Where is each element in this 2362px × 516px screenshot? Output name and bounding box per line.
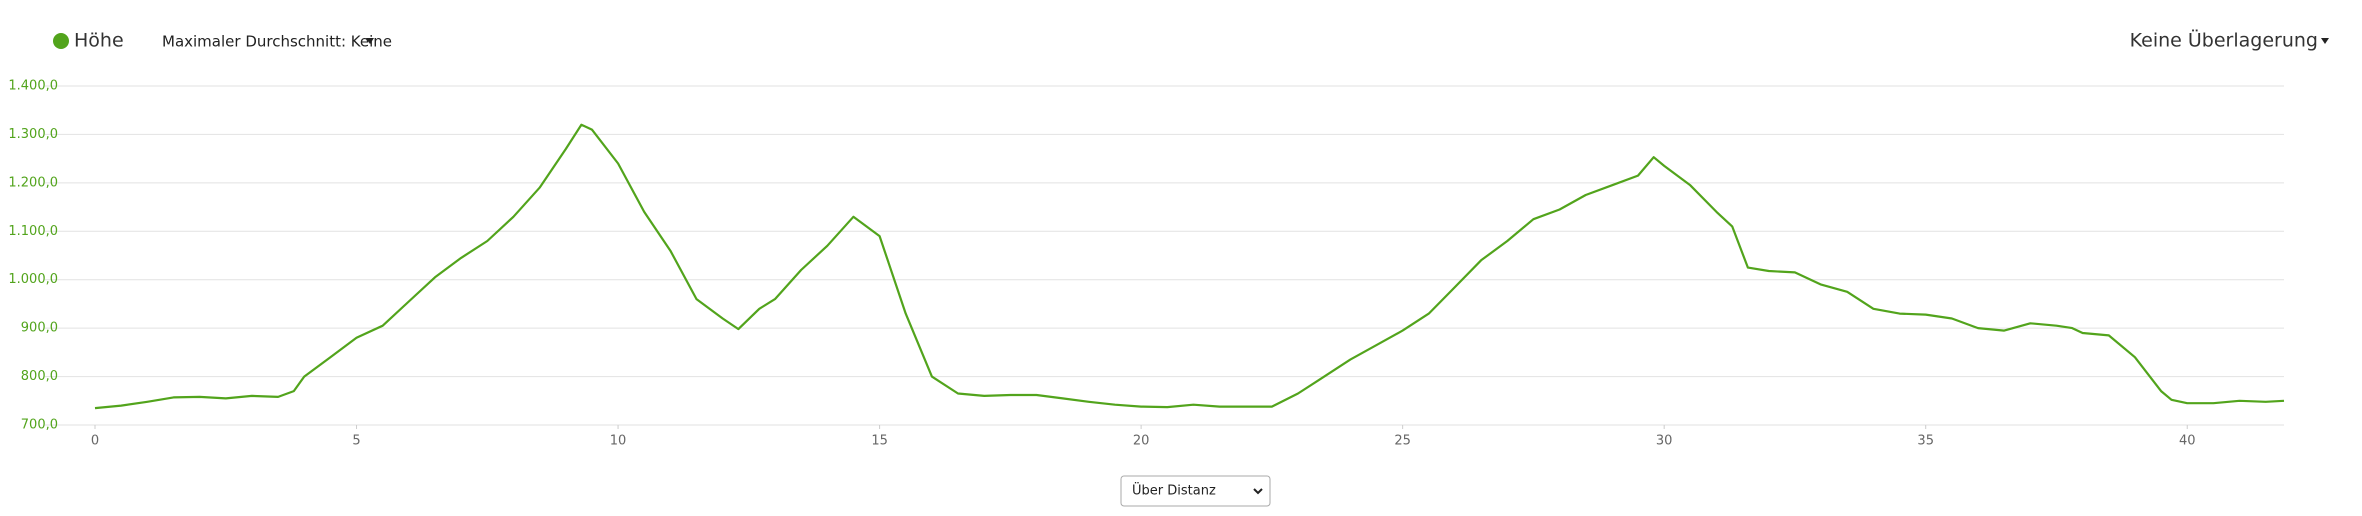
x-tick-label: 30 <box>1656 434 1673 449</box>
dropdown-arrow <box>366 38 374 44</box>
x-tick-label: 15 <box>871 434 888 449</box>
y-tick-label: 1.000,0 <box>8 272 58 287</box>
x-tick-label: 20 <box>1133 434 1150 449</box>
elevation-line <box>94 123 2285 410</box>
average-dropdown[interactable]: Maximaler Durchschnitt: Keine <box>162 33 392 51</box>
x-tick-label: 10 <box>610 434 627 449</box>
x-tick-label: 5 <box>352 434 360 449</box>
legend-label[interactable]: Höhe <box>74 30 124 52</box>
overlay-dropdown[interactable]: Keine Überlagerung <box>2130 29 2318 52</box>
y-tick-label: 1.100,0 <box>8 224 58 239</box>
select-arrow <box>1253 488 1263 495</box>
y-tick-label: 1.200,0 <box>8 175 58 190</box>
x-tick-label: 40 <box>2179 434 2196 449</box>
x-tick-label: 35 <box>1917 434 1934 449</box>
x-tick-label: 0 <box>91 434 99 449</box>
distance-select[interactable] <box>1120 475 1271 507</box>
y-tick-label: 800,0 <box>21 369 58 384</box>
legend-dot <box>53 33 69 49</box>
y-tick-label: 1.400,0 <box>8 79 58 94</box>
y-tick-label: 900,0 <box>21 321 58 336</box>
x-tick-label: 25 <box>1394 434 1411 449</box>
y-tick-label: 1.300,0 <box>8 127 58 142</box>
dropdown-arrow <box>2321 38 2329 44</box>
y-tick-label: 700,0 <box>21 418 58 433</box>
select-label: Über Distanz <box>1132 482 1216 499</box>
